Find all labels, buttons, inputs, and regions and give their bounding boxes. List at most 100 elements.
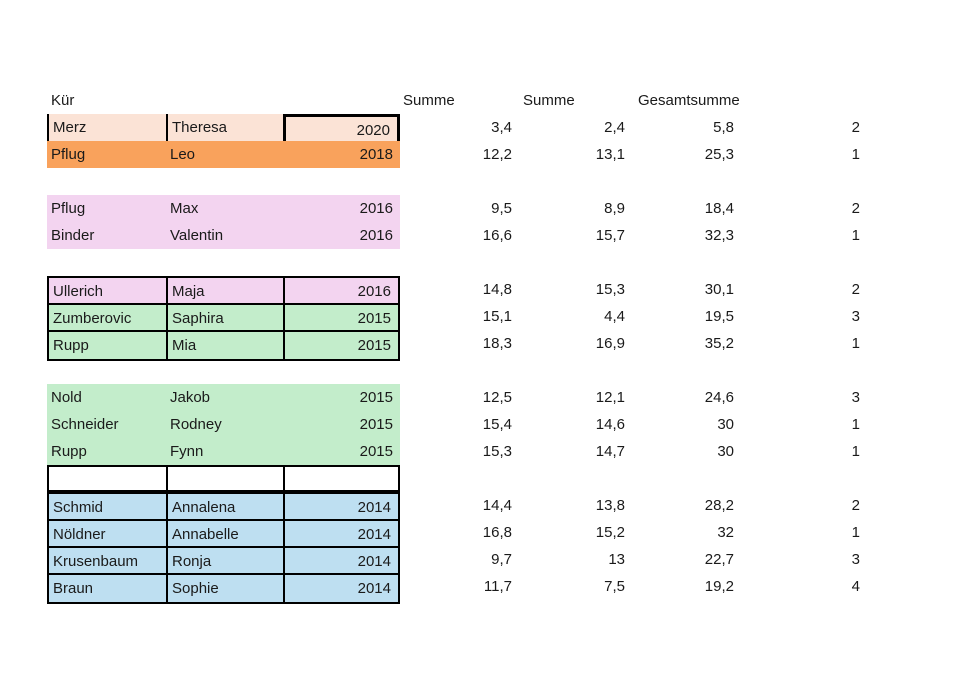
cell-year[interactable]: 2015 — [283, 330, 400, 361]
cell-summe-1[interactable]: 15,3 — [482, 443, 512, 460]
cell-summe-2[interactable]: 14,6 — [595, 416, 625, 433]
cell-summe-2[interactable]: 16,9 — [595, 335, 625, 352]
cell-gesamtsumme[interactable]: 5,8 — [713, 119, 734, 136]
cell-firstname[interactable]: Saphira — [166, 303, 283, 332]
cell-firstname[interactable]: Jakob — [166, 384, 283, 411]
cell-firstname[interactable]: Annabelle — [166, 519, 283, 548]
cell-rank[interactable]: 4 — [851, 578, 860, 595]
cell-rank[interactable]: 2 — [851, 200, 860, 217]
cell-firstname[interactable]: Annalena — [166, 492, 283, 521]
cell-summe-1[interactable]: 12,2 — [482, 146, 512, 163]
cell-summe-2[interactable]: 14,7 — [595, 443, 625, 460]
cell-year[interactable] — [283, 465, 400, 492]
cell-gesamtsumme[interactable]: 30 — [717, 416, 734, 433]
cell-summe-2[interactable]: 8,9 — [604, 200, 625, 217]
cell-summe-2[interactable]: 13 — [608, 551, 625, 568]
cell-firstname[interactable]: Rodney — [166, 411, 283, 438]
cell-lastname[interactable]: Nöldner — [47, 519, 166, 548]
cell-year[interactable]: 2014 — [283, 546, 400, 575]
cell-rank[interactable]: 1 — [851, 227, 860, 244]
header-empty[interactable] — [283, 88, 400, 114]
cell-lastname[interactable]: Pflug — [47, 195, 166, 222]
cell-summe-1[interactable]: 14,4 — [482, 497, 512, 514]
cell-firstname[interactable]: Sophie — [166, 573, 283, 604]
cell-summe-1[interactable]: 9,7 — [491, 551, 512, 568]
cell-summe-1[interactable]: 15,4 — [482, 416, 512, 433]
cell-rank[interactable]: 2 — [851, 119, 860, 136]
cell-year[interactable]: 2015 — [283, 438, 400, 465]
cell-summe-1[interactable]: 16,8 — [482, 524, 512, 541]
cell-summe-2[interactable]: 15,3 — [595, 281, 625, 298]
header-summe-1[interactable]: Summe — [403, 92, 455, 109]
cell-summe-1[interactable]: 16,6 — [482, 227, 512, 244]
cell-lastname[interactable]: Rupp — [47, 330, 166, 361]
cell-year[interactable]: 2016 — [283, 276, 400, 305]
cell-summe-1[interactable]: 11,7 — [483, 578, 512, 595]
cell-gesamtsumme[interactable]: 35,2 — [704, 335, 734, 352]
cell-year[interactable]: 2016 — [283, 222, 400, 249]
cell-gesamtsumme[interactable]: 24,6 — [704, 389, 734, 406]
cell-firstname[interactable]: Mia — [166, 330, 283, 361]
header-summe-2[interactable]: Summe — [523, 92, 575, 109]
cell-lastname[interactable]: Braun — [47, 573, 166, 604]
cell-rank[interactable]: 3 — [851, 389, 860, 406]
cell-summe-1[interactable]: 14,8 — [482, 281, 512, 298]
cell-firstname[interactable]: Max — [166, 195, 283, 222]
cell-summe-2[interactable]: 12,1 — [595, 389, 625, 406]
cell-rank[interactable] — [746, 465, 868, 492]
cell-year[interactable]: 2015 — [283, 384, 400, 411]
header-kuer[interactable]: Kür — [51, 92, 75, 109]
cell-summe-1[interactable] — [400, 465, 520, 492]
cell-summe-2[interactable]: 2,4 — [604, 119, 625, 136]
cell-rank[interactable]: 1 — [851, 146, 860, 163]
cell-summe-2[interactable]: 7,5 — [604, 578, 625, 595]
cell-summe-1[interactable]: 9,5 — [491, 200, 512, 217]
cell-gesamtsumme[interactable]: 25,3 — [704, 146, 734, 163]
cell-gesamtsumme[interactable]: 32,3 — [704, 227, 734, 244]
cell-firstname[interactable]: Valentin — [166, 222, 283, 249]
cell-summe-1[interactable]: 12,5 — [482, 389, 512, 406]
cell-summe-2[interactable] — [520, 465, 633, 492]
cell-firstname[interactable]: Ronja — [166, 546, 283, 575]
cell-summe-2[interactable]: 15,2 — [595, 524, 625, 541]
cell-rank[interactable]: 2 — [851, 281, 860, 298]
cell-lastname[interactable] — [47, 465, 166, 492]
cell-lastname[interactable]: Nold — [47, 384, 166, 411]
header-empty[interactable] — [746, 88, 868, 114]
cell-rank[interactable]: 1 — [851, 443, 860, 460]
cell-rank[interactable]: 3 — [851, 308, 860, 325]
cell-gesamtsumme[interactable]: 30,1 — [704, 281, 734, 298]
cell-lastname[interactable]: Krusenbaum — [47, 546, 166, 575]
cell-lastname[interactable]: Schneider — [47, 411, 166, 438]
cell-summe-2[interactable]: 4,4 — [604, 308, 625, 325]
cell-rank[interactable]: 1 — [851, 416, 860, 433]
cell-summe-1[interactable]: 3,4 — [491, 119, 512, 136]
cell-year[interactable]: 2015 — [283, 303, 400, 332]
cell-lastname[interactable]: Pflug — [47, 141, 166, 168]
cell-gesamtsumme[interactable]: 19,5 — [704, 308, 734, 325]
cell-summe-2[interactable]: 13,8 — [595, 497, 625, 514]
cell-year[interactable]: 2014 — [283, 492, 400, 521]
cell-gesamtsumme[interactable]: 18,4 — [704, 200, 734, 217]
header-empty[interactable] — [166, 88, 283, 114]
cell-year[interactable]: 2015 — [283, 411, 400, 438]
header-gesamtsumme[interactable]: Gesamtsumme — [638, 92, 740, 109]
cell-lastname[interactable]: Schmid — [47, 492, 166, 521]
cell-rank[interactable]: 1 — [851, 524, 860, 541]
cell-gesamtsumme[interactable]: 30 — [717, 443, 734, 460]
cell-firstname[interactable] — [166, 465, 283, 492]
cell-summe-1[interactable]: 15,1 — [482, 308, 512, 325]
cell-gesamtsumme[interactable]: 22,7 — [704, 551, 734, 568]
cell-year[interactable]: 2018 — [283, 141, 400, 168]
cell-year[interactable]: 2016 — [283, 195, 400, 222]
cell-firstname[interactable]: Maja — [166, 276, 283, 305]
cell-lastname[interactable]: Zumberovic — [47, 303, 166, 332]
cell-gesamtsumme[interactable] — [633, 465, 746, 492]
cell-lastname[interactable]: Rupp — [47, 438, 166, 465]
cell-gesamtsumme[interactable]: 28,2 — [704, 497, 734, 514]
cell-summe-1[interactable]: 18,3 — [482, 335, 512, 352]
cell-firstname[interactable]: Leo — [166, 141, 283, 168]
cell-summe-2[interactable]: 15,7 — [595, 227, 625, 244]
cell-lastname[interactable]: Ullerich — [47, 276, 166, 305]
cell-rank[interactable]: 2 — [851, 497, 860, 514]
